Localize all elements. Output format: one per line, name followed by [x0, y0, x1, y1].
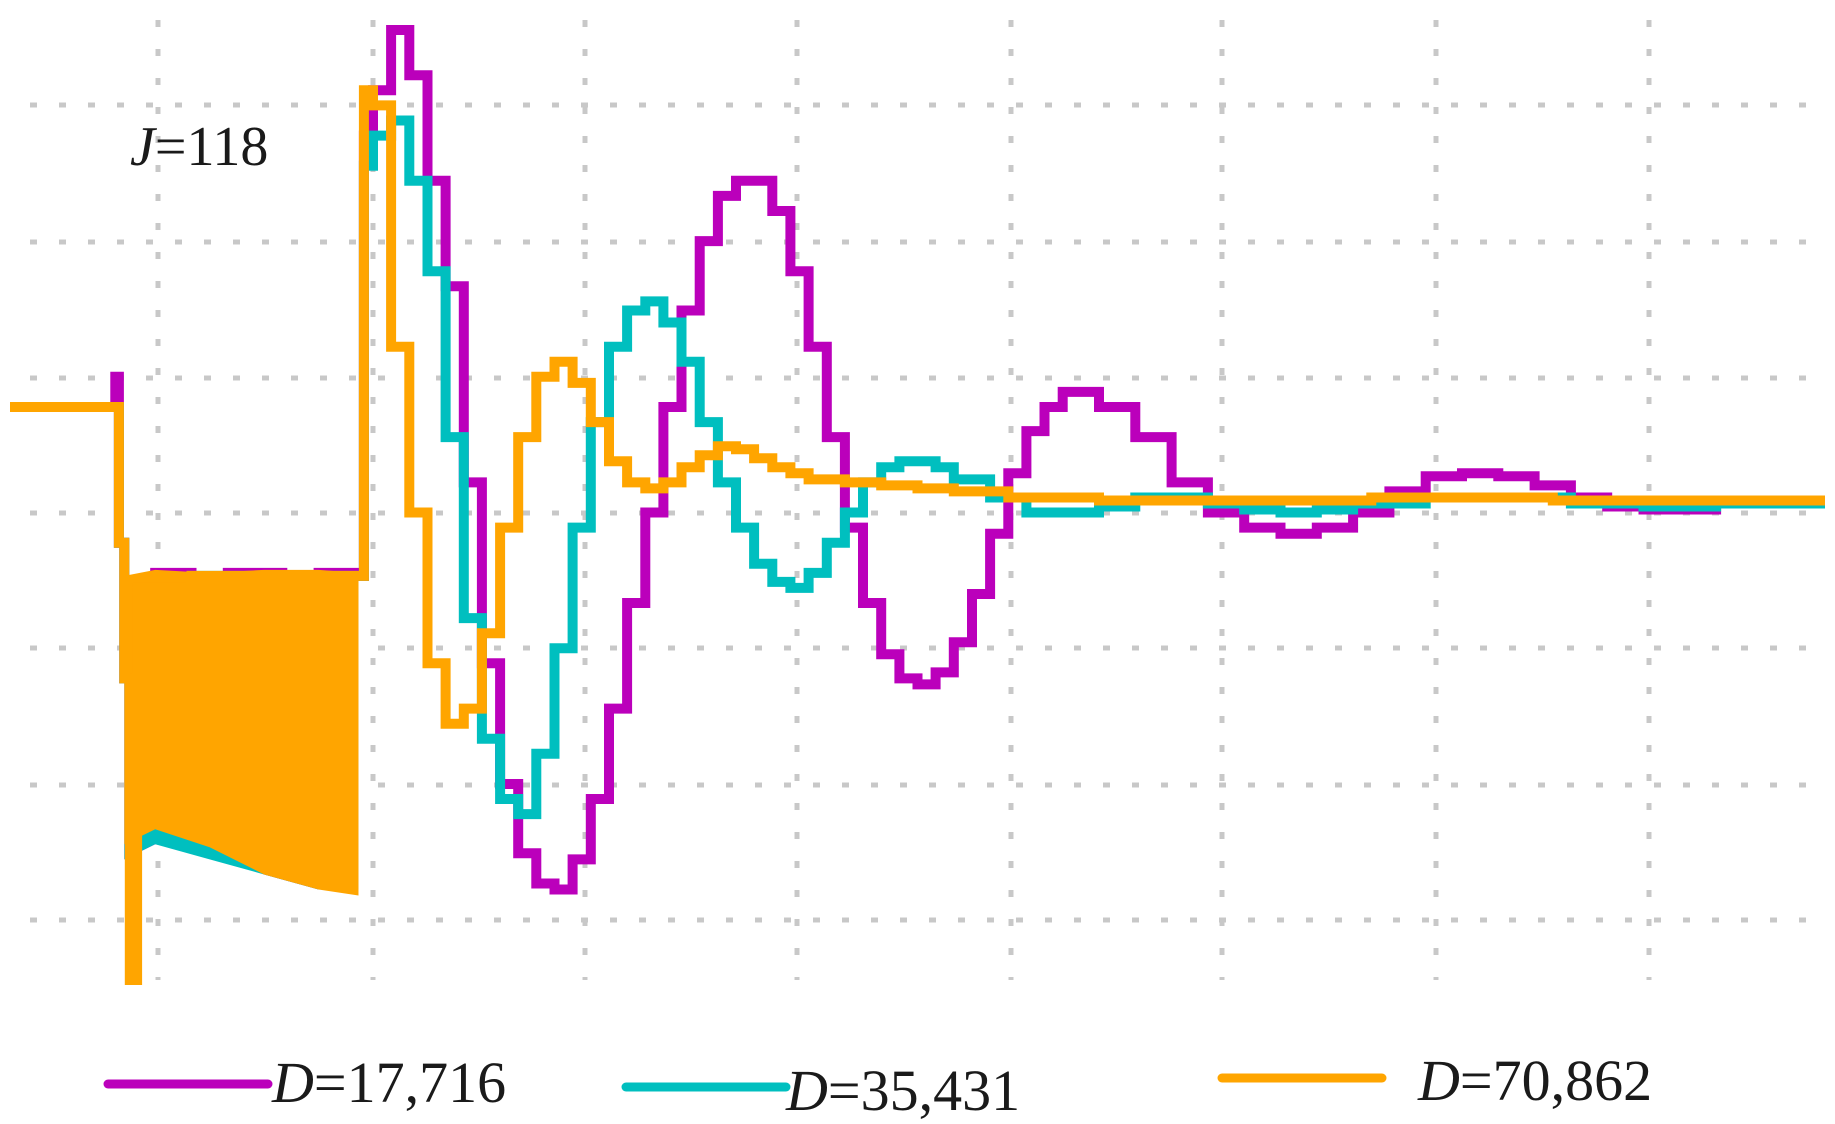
annotation-value: =118	[155, 116, 269, 178]
legend-label-2-var: D	[785, 1058, 828, 1123]
chart-annotation: J=118	[130, 116, 268, 178]
legend: D=17,716 D=35,431 D=70,862	[103, 1048, 1652, 1123]
legend-label-2-value: =35,431	[828, 1058, 1020, 1123]
legend-entry-1: D=17,716	[103, 1050, 506, 1115]
annotation-var: J	[130, 116, 158, 178]
legend-label-1-var: D	[271, 1050, 314, 1115]
legend-label-3: D=70,862	[1417, 1048, 1652, 1113]
chart-series	[10, 25, 1825, 985]
series-3-line	[10, 85, 1825, 985]
legend-label-3-var: D	[1417, 1048, 1460, 1113]
legend-entry-3: D=70,862	[1217, 1048, 1652, 1113]
legend-label-3-value: =70,862	[1460, 1048, 1652, 1113]
legend-label-2: D=35,431	[785, 1058, 1020, 1123]
legend-label-1-value: =17,716	[314, 1050, 506, 1115]
legend-label-1: D=17,716	[271, 1050, 506, 1115]
series-3-oscillation-band	[124, 569, 359, 896]
legend-entry-2: D=35,431	[621, 1058, 1020, 1123]
